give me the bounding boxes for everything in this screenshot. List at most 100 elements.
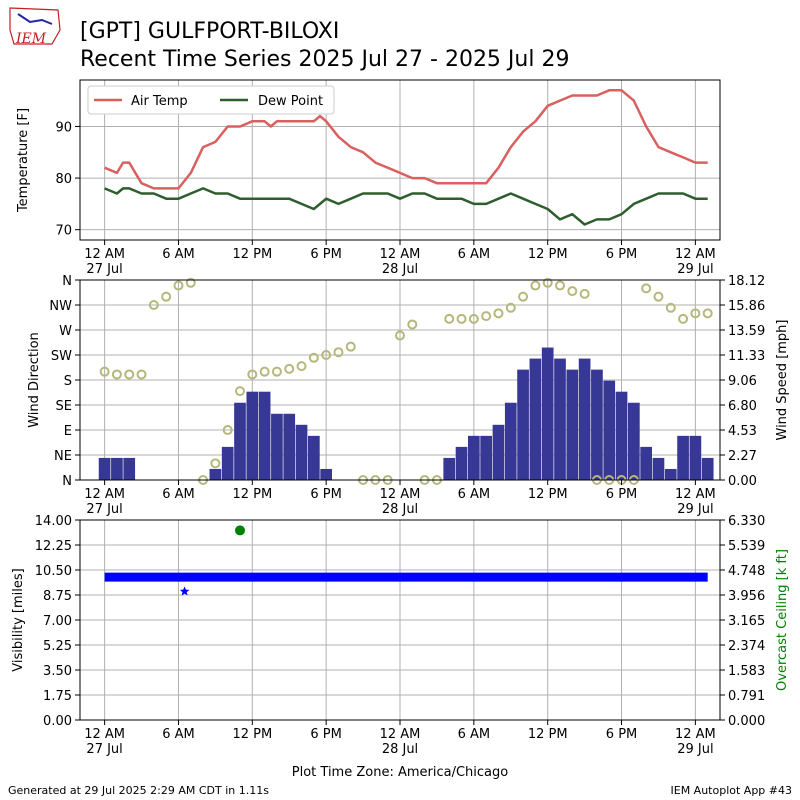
wind-speed-bar	[554, 358, 566, 480]
wind-direction-marker	[111, 369, 122, 380]
chart-subtitle: Recent Time Series 2025 Jul 27 - 2025 Ju…	[80, 47, 569, 72]
wind-direction-marker	[702, 308, 713, 319]
iem-logo: IEM	[9, 7, 61, 47]
x-tick-label: 12 AM	[380, 247, 421, 262]
wind-direction-marker	[678, 313, 689, 324]
y-tick-label: 14.00	[35, 514, 72, 529]
wind-speed-bar	[529, 358, 542, 480]
y-tick-label: 3.50	[43, 664, 72, 679]
x-tick-label: 12 AM	[675, 247, 716, 262]
wind-direction-marker	[333, 347, 344, 358]
temperature-panel: 70 80 90 Air Temp Dew Point Temperature [F]	[16, 79, 721, 241]
legend-label: Dew Point	[258, 94, 323, 109]
wind-direction-marker	[542, 277, 553, 288]
wind-direction-marker	[665, 302, 676, 313]
visibility-star-marker	[179, 586, 190, 596]
y2-tick-label: 4.748	[728, 564, 765, 579]
wind-speed-bar	[271, 413, 283, 480]
x-tick-label: 12 PM	[528, 247, 568, 262]
wind-speed-bar	[258, 391, 271, 480]
wind-speed-bar	[517, 369, 529, 480]
wind-speed-bar	[492, 424, 505, 480]
x-tick-label: 12 AM	[84, 727, 125, 742]
x-tick-label: 12 AM	[84, 247, 125, 262]
x-tick-date-label: 29 Jul	[677, 262, 713, 277]
wind-speed-bar	[566, 369, 579, 480]
y2-tick-label: 5.539	[728, 539, 765, 554]
wind-direction-marker	[99, 366, 110, 377]
y-tick-label: 70	[55, 224, 72, 239]
wind-speed-bar	[443, 457, 456, 480]
wind-speed-bar	[308, 435, 320, 480]
wind-speed-bar	[455, 446, 468, 480]
y-tick-label: NW	[49, 299, 72, 314]
wind-speed-bar	[664, 468, 677, 480]
wind-direction-marker	[579, 288, 590, 299]
x-tick-label: 6 AM	[162, 247, 195, 262]
wind-direction-marker	[185, 277, 196, 288]
wind-speed-bar	[640, 446, 652, 480]
wind-speed-bar	[480, 435, 492, 480]
wind-speed-bar	[98, 457, 111, 480]
wind-direction-marker	[653, 291, 664, 302]
x-tick-date-label: 28 Jul	[382, 742, 418, 757]
wind-speed-bar	[652, 457, 665, 480]
x-tick-label: 12 AM	[380, 487, 421, 502]
x-tick-label: 12 PM	[232, 247, 272, 262]
wind-speed-bar	[209, 468, 222, 480]
wind-direction-marker	[395, 330, 405, 341]
y-axis-label: Temperature [F]	[16, 108, 31, 213]
wind-panel: N NE E SE S SW W NW N 0.00 2.27 4.53 6.80 9.06 11.33 13…	[27, 274, 790, 489]
y2-axis-label: Overcast Ceiling [k ft]	[775, 549, 790, 691]
wind-direction-marker	[493, 308, 504, 319]
y2-axis-label: Wind Speed [mph]	[775, 320, 790, 441]
wind-direction-marker	[235, 386, 245, 397]
wind-speed-bar	[111, 457, 123, 480]
y-tick-label: N	[62, 474, 72, 489]
y-tick-label: W	[59, 324, 72, 339]
y-tick-label: 1.75	[43, 689, 72, 704]
x-tick-label: 6 PM	[606, 247, 637, 262]
wind-direction-marker	[284, 363, 295, 374]
x-tick-date-label: 27 Jul	[86, 742, 122, 757]
y-tick-label: 80	[55, 172, 72, 187]
wind-direction-marker	[148, 300, 159, 310]
y2-tick-label: 3.165	[728, 614, 765, 629]
wind-speed-bar	[123, 457, 136, 480]
y-axis-label: Wind Direction	[27, 332, 42, 428]
wind-direction-marker	[456, 313, 467, 324]
wind-speed-bar	[628, 402, 640, 480]
y-tick-label: 8.75	[43, 589, 72, 604]
wind-direction-marker	[567, 286, 578, 297]
wind-direction-marker	[124, 369, 135, 380]
x-tick-date-label: 29 Jul	[677, 742, 713, 757]
x-tick-label: 12 AM	[84, 487, 125, 502]
wind-direction-marker	[136, 369, 147, 380]
x-tick-date-label: 28 Jul	[382, 262, 418, 277]
y-tick-label: NE	[54, 449, 72, 464]
y2-tick-label: 6.330	[728, 514, 765, 529]
y-tick-label: S	[64, 374, 72, 389]
x-tick-label: 12 AM	[675, 727, 716, 742]
wind-direction-marker	[518, 291, 529, 302]
x-tick-label: 12 PM	[232, 727, 272, 742]
x-tick-label: 6 PM	[606, 727, 637, 742]
wind-speed-bar	[234, 402, 246, 480]
x-tick-date-label: 29 Jul	[677, 502, 713, 517]
y-tick-label: 5.25	[43, 639, 72, 654]
wind-direction-marker	[530, 280, 541, 291]
wind-direction-marker	[481, 311, 492, 322]
y-tick-label: 12.25	[35, 539, 72, 554]
wind-direction-marker	[468, 313, 479, 324]
wind-direction-marker	[210, 458, 221, 469]
wind-speed-bar	[615, 391, 628, 480]
legend-label: Air Temp	[131, 94, 188, 109]
wind-speed-bar	[603, 380, 616, 480]
app-note: IEM Autoplot App #43	[671, 784, 793, 797]
wind-speed-bar	[320, 468, 332, 480]
y2-tick-label: 0.791	[728, 689, 765, 704]
x-tick-label: 12 PM	[232, 487, 272, 502]
wind-direction-marker	[407, 319, 418, 330]
x-tick-label: 6 PM	[606, 487, 637, 502]
wind-direction-marker	[308, 352, 319, 363]
